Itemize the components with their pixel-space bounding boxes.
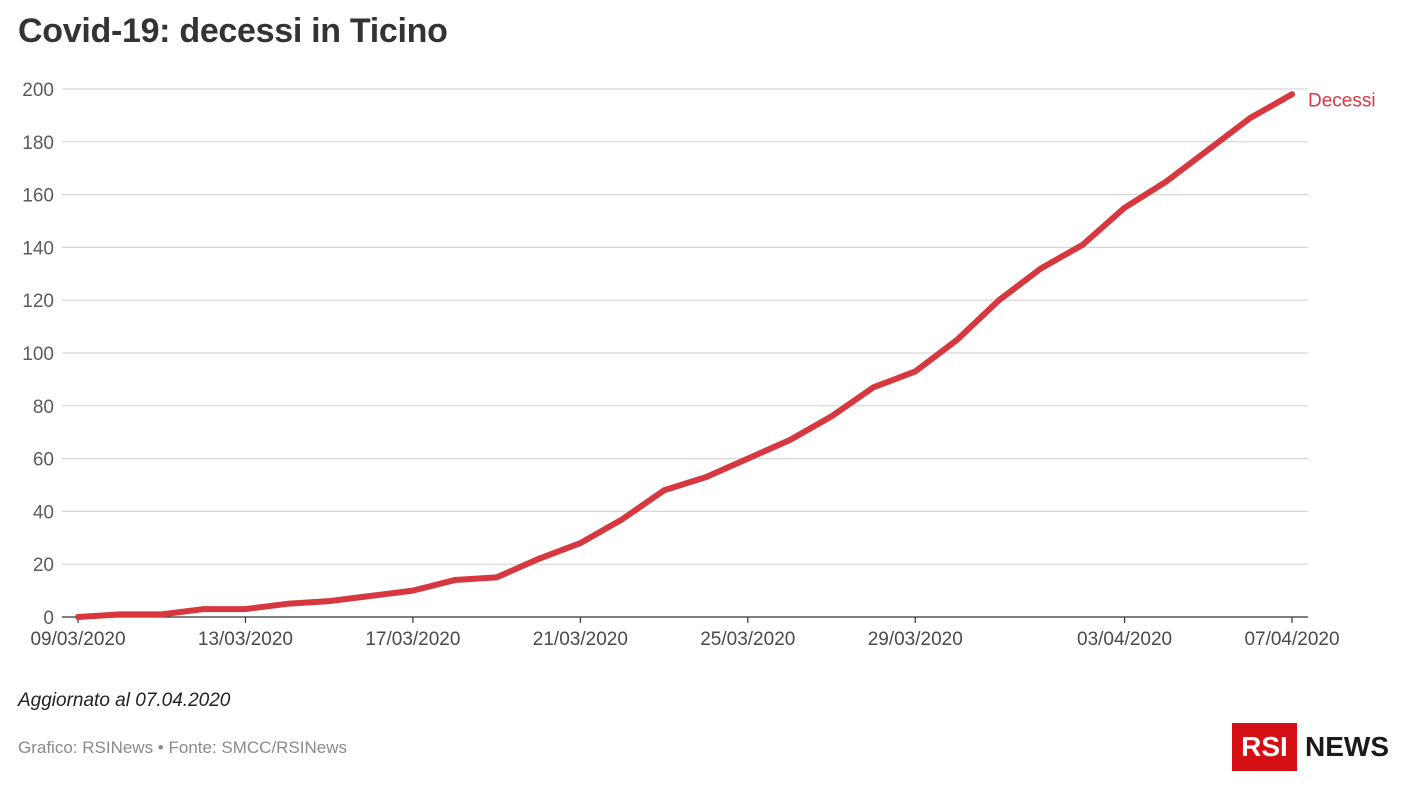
y-tick-label-60: 60 — [33, 450, 54, 471]
y-tick-label-180: 180 — [22, 133, 54, 154]
credits-text: Grafico: RSINews • Fonte: SMCC/RSINews — [18, 738, 348, 757]
x-tick-label-17/03/2020: 17/03/2020 — [365, 629, 460, 650]
y-tick-label-20: 20 — [33, 555, 54, 576]
grid-lines — [62, 88, 1308, 565]
series-line-decessi — [75, 91, 1295, 620]
y-tick-label-140: 140 — [22, 238, 54, 259]
series-label-decessi: Decessi — [1308, 90, 1376, 111]
x-tick-label-13/03/2020: 13/03/2020 — [198, 629, 293, 650]
y-tick-label-160: 160 — [22, 186, 54, 207]
rsi-news-logo: RSI NEWS — [1232, 723, 1389, 771]
line-chart: 0 20 40 60 80 100 120 140 160 180 200 09/03/2020 13… — [22, 80, 1376, 650]
x-tick-label-07/04/2020: 07/04/2020 — [1244, 629, 1339, 650]
x-axis-ticks: 09/03/2020 13/03/2020 17/03/2020 21/03/2020… — [30, 617, 1340, 650]
updated-note: Aggiornato al 07.04.2020 — [18, 690, 231, 711]
y-axis-ticks: 0 20 40 60 80 100 120 140 160 180 200 — [22, 80, 54, 629]
news-logo-text: NEWS — [1305, 731, 1389, 762]
x-tick-label-03/04/2020: 03/04/2020 — [1077, 629, 1172, 650]
series-group: Decessi — [75, 90, 1376, 620]
x-tick-label-25/03/2020: 25/03/2020 — [700, 629, 795, 650]
y-tick-label-0: 0 — [43, 608, 54, 629]
rsi-logo-box: RSI — [1232, 723, 1297, 771]
chart-title: Covid-19: decessi in Ticino — [18, 12, 448, 50]
x-tick-label-29/03/2020: 29/03/2020 — [868, 629, 963, 650]
y-tick-label-200: 200 — [22, 80, 54, 101]
y-tick-label-80: 80 — [33, 397, 54, 418]
y-tick-label-100: 100 — [22, 344, 54, 365]
y-tick-label-40: 40 — [33, 502, 54, 523]
y-tick-label-120: 120 — [22, 291, 54, 312]
x-tick-label-09/03/2020: 09/03/2020 — [30, 629, 125, 650]
x-tick-label-21/03/2020: 21/03/2020 — [533, 629, 628, 650]
